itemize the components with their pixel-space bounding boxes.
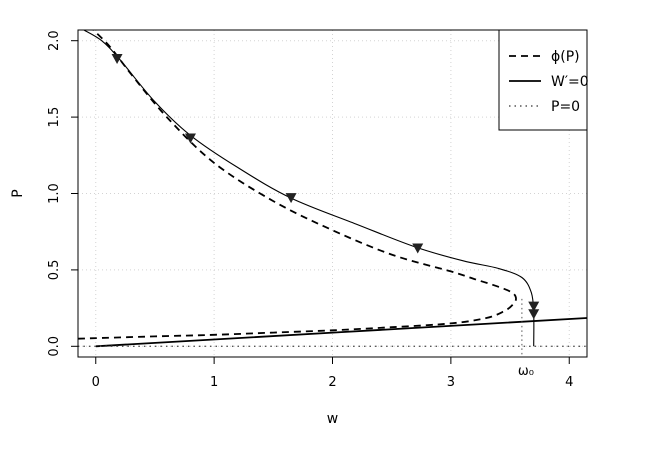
omega-label: ω₀ bbox=[518, 364, 534, 379]
annotation-layer: ω₀ bbox=[518, 298, 534, 379]
legend-label: P=0 bbox=[551, 99, 580, 115]
x-axis: 0 1 2 3 4 bbox=[92, 356, 573, 390]
legend-label: W′=0 bbox=[551, 74, 589, 90]
y-tick-label: 2.0 bbox=[47, 30, 62, 51]
legend-label: ϕ(P) bbox=[551, 49, 580, 65]
y-tick-label: 0.5 bbox=[47, 260, 62, 281]
arrow-layer bbox=[111, 54, 540, 320]
x-tick-label: 2 bbox=[328, 375, 336, 390]
trajectory-arrow bbox=[528, 309, 540, 320]
trajectory-arrow bbox=[528, 301, 540, 312]
y-tick-label: 0.0 bbox=[47, 336, 62, 357]
series-w-0 bbox=[95, 317, 587, 348]
trajectory-arrow bbox=[111, 54, 123, 65]
trajectory-arrow bbox=[412, 243, 424, 254]
legend-box bbox=[498, 29, 588, 131]
x-axis-label: w bbox=[327, 411, 338, 427]
series-p bbox=[78, 30, 517, 340]
y-axis-label: P bbox=[10, 189, 26, 197]
y-tick-label: 1.5 bbox=[47, 107, 62, 128]
y-tick-label: 1.0 bbox=[47, 183, 62, 204]
x-tick-label: 0 bbox=[92, 375, 100, 390]
legend: ϕ(P) W′=0 P=0 bbox=[498, 29, 589, 131]
series-trajectory bbox=[83, 30, 535, 347]
y-axis: 0.0 0.5 1.0 1.5 2.0 bbox=[47, 30, 79, 357]
series-layer bbox=[78, 30, 587, 348]
x-tick-label: 3 bbox=[447, 375, 455, 390]
trajectory-arrow bbox=[184, 133, 196, 144]
trajectory-arrow bbox=[285, 193, 297, 204]
x-tick-label: 1 bbox=[210, 375, 218, 390]
x-tick-label: 4 bbox=[565, 375, 573, 390]
